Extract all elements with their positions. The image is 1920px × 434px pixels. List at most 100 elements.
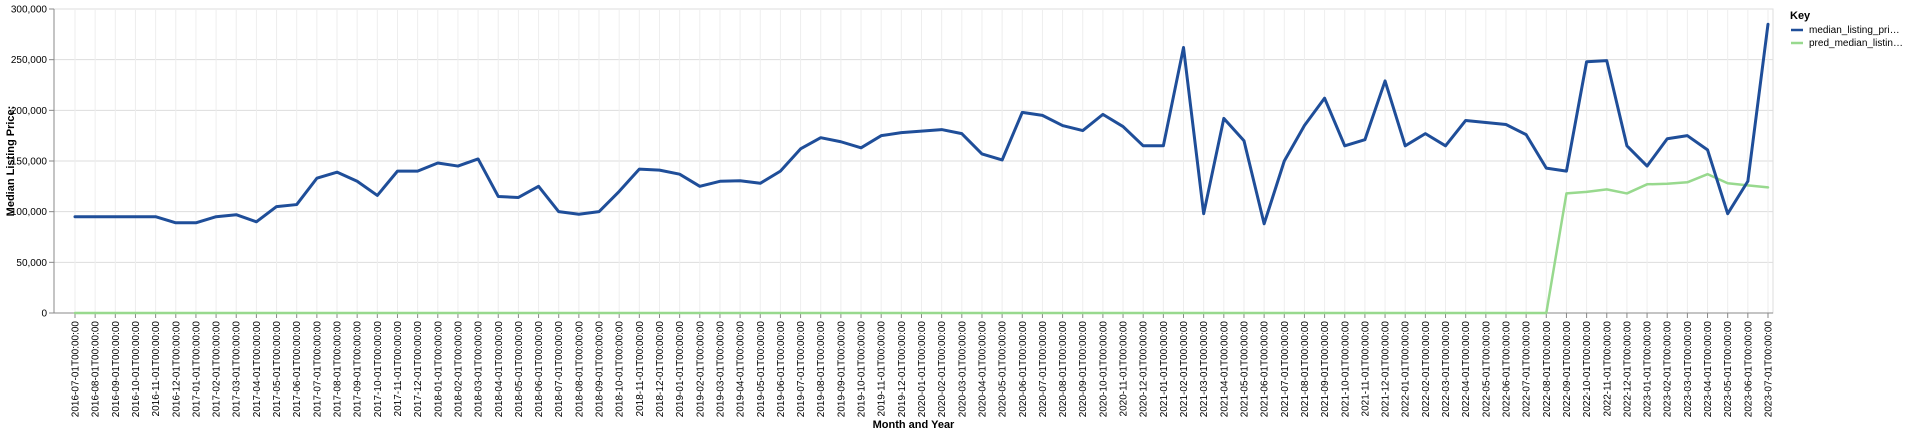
x-tick-label: 2020-08-01T00:00:00	[1058, 321, 1069, 418]
x-tick-label: 2016-07-01T00:00:00	[71, 321, 82, 418]
x-tick-label: 2018-03-01T00:00:00	[474, 321, 485, 418]
x-tick-label: 2022-01-01T00:00:00	[1401, 321, 1412, 418]
x-tick-label: 2023-04-01T00:00:00	[1703, 321, 1714, 418]
x-tick-label: 2022-11-01T00:00:00	[1602, 321, 1613, 417]
grid	[53, 8, 1774, 314]
x-tick-label: 2020-09-01T00:00:00	[1078, 321, 1089, 418]
legend-entry-label: pred_median_listin…	[1809, 38, 1903, 49]
x-tick-label: 2017-10-01T00:00:00	[373, 321, 384, 418]
x-tick-label: 2017-07-01T00:00:00	[312, 321, 323, 418]
x-tick-label: 2021-10-01T00:00:00	[1340, 321, 1351, 418]
x-tick-label: 2022-07-01T00:00:00	[1522, 321, 1533, 418]
x-tick-label: 2018-07-01T00:00:00	[554, 321, 565, 418]
series-line-median-listing-price	[73, 22, 1770, 226]
x-tick-label: 2018-02-01T00:00:00	[453, 321, 464, 418]
x-tick-label: 2017-01-01T00:00:00	[191, 321, 202, 418]
x-tick-label: 2022-12-01T00:00:00	[1622, 321, 1633, 418]
x-tick-label: 2021-06-01T00:00:00	[1260, 321, 1271, 418]
x-tick-label: 2023-06-01T00:00:00	[1743, 321, 1754, 418]
x-tick-label: 2017-04-01T00:00:00	[252, 321, 263, 418]
x-tick-label: 2016-09-01T00:00:00	[111, 321, 122, 418]
x-tick-label: 2021-11-01T00:00:00	[1360, 321, 1371, 417]
x-tick-label: 2016-10-01T00:00:00	[131, 321, 142, 418]
x-tick-label: 2020-04-01T00:00:00	[977, 321, 988, 418]
x-tick-label: 2021-08-01T00:00:00	[1300, 321, 1311, 418]
x-tick-label: 2017-08-01T00:00:00	[333, 321, 344, 418]
x-tick-label: 2019-04-01T00:00:00	[736, 321, 747, 418]
y-axis-title: Median Listing Price:	[5, 106, 17, 217]
x-tick-label: 2021-04-01T00:00:00	[1219, 321, 1230, 418]
x-tick-label: 2021-07-01T00:00:00	[1280, 321, 1291, 418]
x-tick-label: 2017-06-01T00:00:00	[292, 321, 303, 418]
x-tick-label: 2021-02-01T00:00:00	[1179, 321, 1190, 418]
x-tick-label: 2019-08-01T00:00:00	[816, 321, 827, 418]
x-tick-label: 2020-11-01T00:00:00	[1119, 321, 1130, 417]
x-tick-label: 2020-07-01T00:00:00	[1038, 321, 1049, 418]
x-tick-label: 2020-03-01T00:00:00	[957, 321, 968, 418]
y-axis: 0 50,000 100,000 150,000 200,000 250,000 300,0…	[11, 5, 55, 320]
x-tick-label: 2020-12-01T00:00:00	[1139, 321, 1150, 418]
x-tick-label: 2017-05-01T00:00:00	[272, 321, 283, 418]
x-tick-label: 2018-04-01T00:00:00	[494, 321, 505, 418]
x-tick-label: 2018-12-01T00:00:00	[655, 321, 666, 418]
x-tick-label: 2022-05-01T00:00:00	[1481, 321, 1492, 418]
x-tick-label: 2019-05-01T00:00:00	[756, 321, 767, 418]
x-tick-label: 2022-02-01T00:00:00	[1421, 321, 1432, 418]
x-tick-label: 2018-01-01T00:00:00	[433, 321, 444, 418]
x-tick-label: 2016-08-01T00:00:00	[91, 321, 102, 418]
x-tick-label: 2023-03-01T00:00:00	[1683, 321, 1694, 418]
x-tick-label: 2018-09-01T00:00:00	[595, 321, 606, 418]
x-tick-label: 2018-10-01T00:00:00	[615, 321, 626, 418]
x-tick-label: 2020-06-01T00:00:00	[1018, 321, 1029, 418]
x-tick-label: 2019-01-01T00:00:00	[675, 321, 686, 418]
x-tick-label: 2019-10-01T00:00:00	[857, 321, 868, 418]
x-tick-label: 2021-09-01T00:00:00	[1320, 321, 1331, 418]
y-tick-label: 100,000	[11, 207, 48, 218]
x-tick-label: 2020-01-01T00:00:00	[917, 321, 928, 418]
series-layer	[73, 22, 1770, 315]
x-tick-label: 2022-10-01T00:00:00	[1582, 321, 1593, 418]
x-tick-label: 2017-09-01T00:00:00	[353, 321, 364, 418]
x-tick-label: 2019-09-01T00:00:00	[836, 321, 847, 418]
x-tick-label: 2023-07-01T00:00:00	[1764, 321, 1775, 418]
x-tick-label: 2017-02-01T00:00:00	[212, 321, 223, 418]
x-tick-label: 2022-09-01T00:00:00	[1562, 321, 1573, 418]
x-tick-label: 2019-03-01T00:00:00	[715, 321, 726, 418]
x-tick-label: 2018-05-01T00:00:00	[514, 321, 525, 418]
x-tick-label: 2017-03-01T00:00:00	[232, 321, 243, 418]
x-tick-label: 2017-12-01T00:00:00	[413, 321, 424, 418]
x-tick-label: 2022-06-01T00:00:00	[1501, 321, 1512, 418]
y-tick-label: 150,000	[11, 157, 48, 168]
x-tick-label: 2020-10-01T00:00:00	[1098, 321, 1109, 418]
x-tick-label: 2023-05-01T00:00:00	[1723, 321, 1734, 418]
x-tick-label: 2020-02-01T00:00:00	[937, 321, 948, 418]
x-axis: 2016-07-01T00:00:00 2016-08-01T00:00:00 20…	[54, 312, 1775, 418]
x-tick-label: 2018-11-01T00:00:00	[635, 321, 646, 417]
x-tick-label: 2019-02-01T00:00:00	[695, 321, 706, 418]
series-line-pred-median-listing-price	[73, 172, 1770, 315]
x-tick-label: 2016-11-01T00:00:00	[151, 321, 162, 417]
x-tick-label: 2022-08-01T00:00:00	[1542, 321, 1553, 418]
x-tick-label: 2017-11-01T00:00:00	[393, 321, 404, 417]
x-tick-label: 2019-12-01T00:00:00	[897, 321, 908, 418]
y-tick-label: 250,000	[11, 55, 48, 66]
x-tick-label: 2019-06-01T00:00:00	[776, 321, 787, 418]
x-tick-label: 2023-02-01T00:00:00	[1663, 321, 1674, 418]
x-tick-label: 2022-04-01T00:00:00	[1461, 321, 1472, 418]
legend-entry-label: median_listing_pri…	[1809, 25, 1900, 36]
x-axis-title: Month and Year	[873, 419, 955, 431]
x-tick-label: 2023-01-01T00:00:00	[1643, 321, 1654, 418]
x-tick-label: 2021-12-01T00:00:00	[1381, 321, 1392, 418]
x-tick-label: 2022-03-01T00:00:00	[1441, 321, 1452, 418]
y-tick-label: 0	[41, 309, 47, 320]
x-tick-label: 2016-12-01T00:00:00	[171, 321, 182, 418]
y-tick-label: 200,000	[11, 106, 48, 117]
x-tick-label: 2021-05-01T00:00:00	[1239, 321, 1250, 418]
x-tick-label: 2021-01-01T00:00:00	[1159, 321, 1170, 418]
x-tick-label: 2018-06-01T00:00:00	[534, 321, 545, 418]
y-tick-label: 300,000	[11, 5, 48, 16]
x-tick-label: 2021-03-01T00:00:00	[1199, 321, 1210, 418]
x-tick-label: 2018-08-01T00:00:00	[574, 321, 585, 418]
y-tick-label: 50,000	[16, 258, 47, 269]
